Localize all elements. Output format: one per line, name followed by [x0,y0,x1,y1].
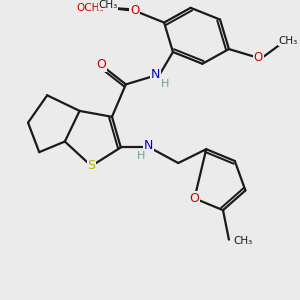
Text: O: O [190,192,200,205]
Text: H: H [160,79,169,89]
Text: O: O [254,51,263,64]
Text: S: S [87,160,95,172]
Text: CH₃: CH₃ [98,0,118,10]
Text: O: O [96,58,106,71]
Text: O: O [130,4,139,17]
Text: H: H [137,151,146,161]
Text: N: N [144,140,154,152]
Text: OCH₃: OCH₃ [76,3,104,13]
Text: CH₃: CH₃ [278,36,297,46]
Text: CH₃: CH₃ [233,236,253,246]
Text: O: O [130,4,140,17]
Text: N: N [151,68,160,81]
